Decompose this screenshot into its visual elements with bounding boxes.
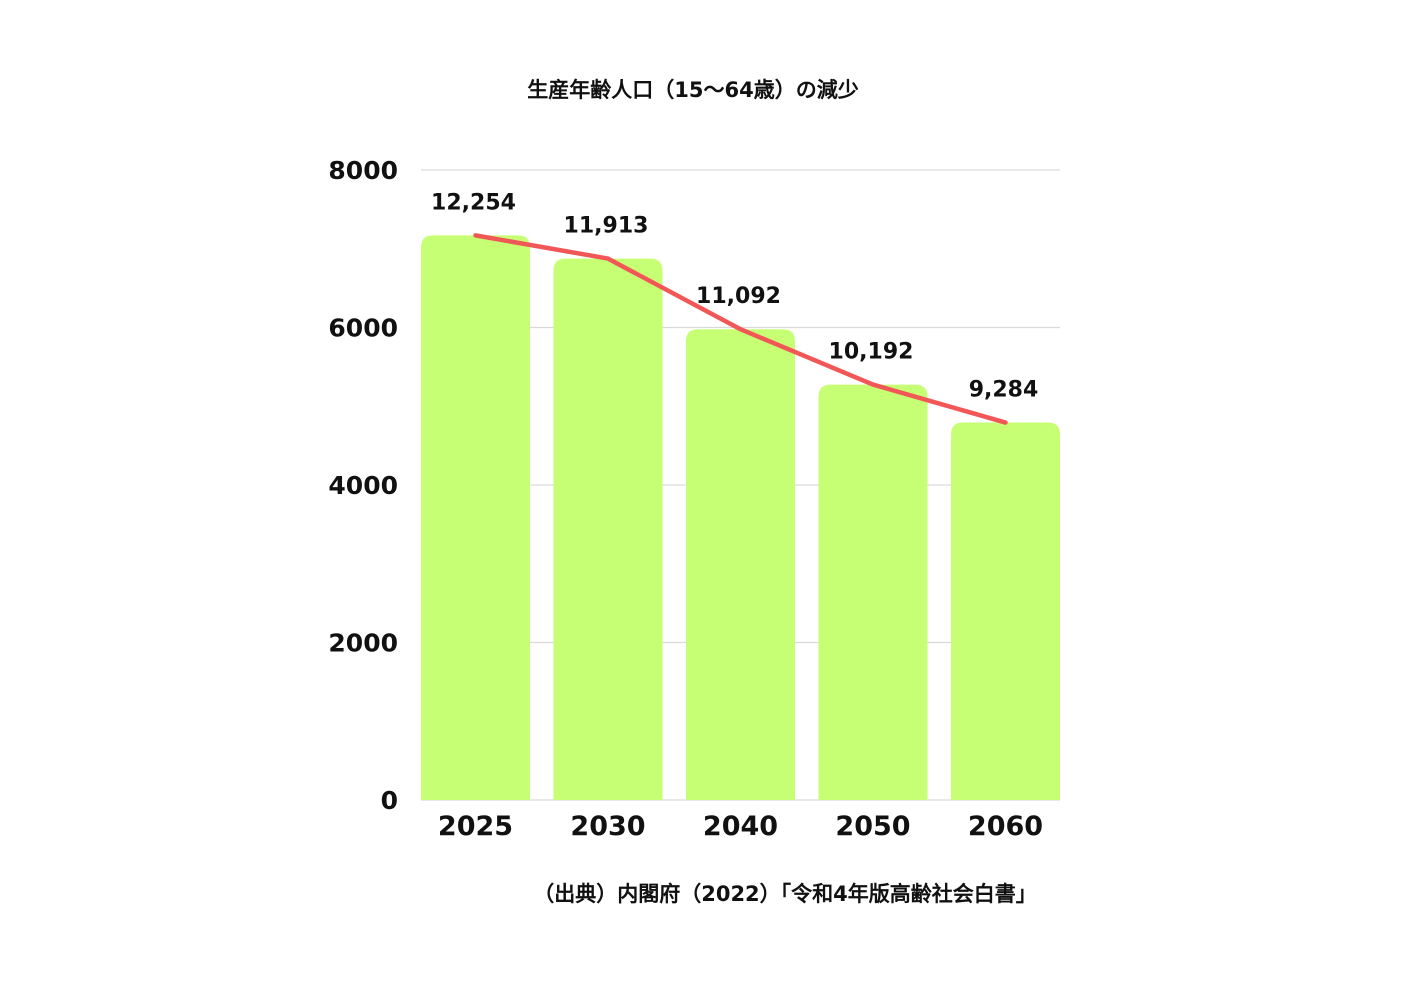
- x-tick-label-2030: 2030: [570, 811, 645, 842]
- y-tick-label-4000: 4000: [328, 471, 398, 500]
- y-tick-label-8000: 8000: [328, 156, 398, 185]
- chart-title: 生産年齢人口（15〜64歳）の減少: [527, 78, 858, 102]
- data-label-2025: 12,254: [431, 190, 516, 215]
- trend-line: [473, 233, 1008, 425]
- y-tick-label-6000: 6000: [328, 314, 398, 343]
- data-label-2050: 10,192: [829, 340, 914, 365]
- data-label-2060: 9,284: [969, 378, 1039, 403]
- data-labels: 12,254 11,913 11,092 10,192 9,284: [431, 190, 1038, 402]
- x-tick-label-2060: 2060: [968, 811, 1043, 842]
- bar-2040: [686, 329, 795, 800]
- y-tick-label-2000: 2000: [328, 629, 398, 658]
- y-tick-label-0: 0: [381, 786, 398, 815]
- x-tick-label-2050: 2050: [835, 811, 910, 842]
- bar-2050: [818, 384, 928, 800]
- bars: [421, 235, 1060, 801]
- data-label-2040: 11,092: [696, 284, 781, 309]
- x-tick-label-2040: 2040: [703, 811, 778, 842]
- x-tick-label-2025: 2025: [438, 811, 513, 842]
- bar-2030: [553, 258, 663, 800]
- bar-2060: [951, 422, 1060, 800]
- x-axis-ticks: 2025 2030 2040 2050 2060: [438, 811, 1043, 842]
- bar-2025: [421, 235, 530, 801]
- source-note: （出典）内閣府（2022）「令和4年版高齢社会白書」: [533, 882, 1037, 906]
- y-axis-ticks: 0 2000 4000 6000 8000: [328, 156, 398, 815]
- trend-line-path: [473, 233, 1008, 425]
- data-label-2030: 11,913: [564, 214, 649, 239]
